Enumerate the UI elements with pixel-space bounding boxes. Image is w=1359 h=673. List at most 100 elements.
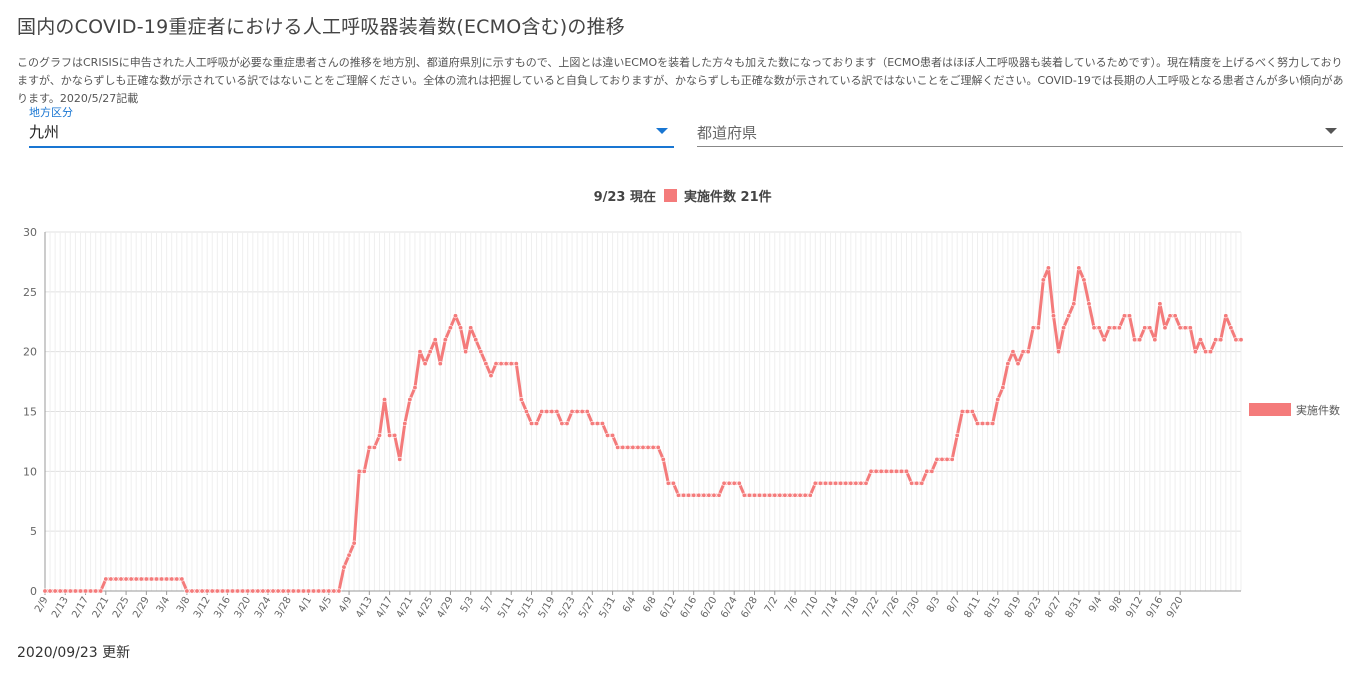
data-point[interactable] xyxy=(1197,337,1203,343)
data-point[interactable] xyxy=(199,588,205,594)
data-point[interactable] xyxy=(990,420,996,426)
data-point[interactable] xyxy=(1086,301,1092,307)
data-point[interactable] xyxy=(767,492,773,498)
data-point[interactable] xyxy=(782,492,788,498)
data-point[interactable] xyxy=(1177,325,1183,331)
data-point[interactable] xyxy=(635,444,641,450)
data-point[interactable] xyxy=(143,576,149,582)
data-point[interactable] xyxy=(1192,349,1198,355)
data-point[interactable] xyxy=(427,349,433,355)
data-point[interactable] xyxy=(868,468,874,474)
data-point[interactable] xyxy=(1187,325,1193,331)
chart-legend[interactable]: 実施件数 xyxy=(1249,403,1340,417)
data-point[interactable] xyxy=(219,588,225,594)
data-point[interactable] xyxy=(980,420,986,426)
data-point[interactable] xyxy=(214,588,220,594)
data-point[interactable] xyxy=(204,588,210,594)
data-point[interactable] xyxy=(584,409,590,415)
data-point[interactable] xyxy=(716,492,722,498)
data-point[interactable] xyxy=(42,588,48,594)
data-point[interactable] xyxy=(691,492,697,498)
data-point[interactable] xyxy=(402,420,408,426)
data-point[interactable] xyxy=(995,397,1001,403)
data-point[interactable] xyxy=(610,432,616,438)
data-point[interactable] xyxy=(77,588,83,594)
data-point[interactable] xyxy=(1132,337,1138,343)
data-point[interactable] xyxy=(316,588,322,594)
data-point[interactable] xyxy=(1076,265,1082,271)
data-point[interactable] xyxy=(675,492,681,498)
data-point[interactable] xyxy=(189,588,195,594)
data-point[interactable] xyxy=(356,468,362,474)
data-point[interactable] xyxy=(331,588,337,594)
data-point[interactable] xyxy=(772,492,778,498)
data-point[interactable] xyxy=(245,588,251,594)
data-point[interactable] xyxy=(1172,313,1178,319)
data-point[interactable] xyxy=(817,480,823,486)
data-point[interactable] xyxy=(615,444,621,450)
data-point[interactable] xyxy=(488,373,494,379)
data-point[interactable] xyxy=(792,492,798,498)
data-point[interactable] xyxy=(833,480,839,486)
data-point[interactable] xyxy=(513,361,519,367)
data-point[interactable] xyxy=(686,492,692,498)
data-point[interactable] xyxy=(843,480,849,486)
data-point[interactable] xyxy=(645,444,651,450)
data-point[interactable] xyxy=(1005,361,1011,367)
data-point[interactable] xyxy=(605,432,611,438)
data-point[interactable] xyxy=(270,588,276,594)
data-point[interactable] xyxy=(88,588,94,594)
data-point[interactable] xyxy=(544,409,550,415)
data-point[interactable] xyxy=(1020,349,1026,355)
data-point[interactable] xyxy=(873,468,879,474)
data-point[interactable] xyxy=(574,409,580,415)
data-point[interactable] xyxy=(1213,337,1219,343)
data-point[interactable] xyxy=(559,420,565,426)
data-point[interactable] xyxy=(508,361,514,367)
data-point[interactable] xyxy=(306,588,312,594)
data-point[interactable] xyxy=(47,588,53,594)
data-point[interactable] xyxy=(919,480,925,486)
data-point[interactable] xyxy=(1066,313,1072,319)
data-point[interactable] xyxy=(1228,325,1234,331)
data-point[interactable] xyxy=(924,468,930,474)
data-point[interactable] xyxy=(1127,313,1133,319)
data-point[interactable] xyxy=(564,420,570,426)
data-point[interactable] xyxy=(458,325,464,331)
data-point[interactable] xyxy=(1030,325,1036,331)
data-point[interactable] xyxy=(1147,325,1153,331)
data-point[interactable] xyxy=(452,313,458,319)
data-point[interactable] xyxy=(812,480,818,486)
data-point[interactable] xyxy=(1015,361,1021,367)
data-point[interactable] xyxy=(387,432,393,438)
data-point[interactable] xyxy=(1025,349,1031,355)
data-point[interactable] xyxy=(1010,349,1016,355)
data-point[interactable] xyxy=(498,361,504,367)
data-point[interactable] xyxy=(620,444,626,450)
data-point[interactable] xyxy=(757,492,763,498)
data-point[interactable] xyxy=(762,492,768,498)
data-point[interactable] xyxy=(255,588,261,594)
data-point[interactable] xyxy=(133,576,139,582)
data-point[interactable] xyxy=(630,444,636,450)
data-point[interactable] xyxy=(473,337,479,343)
data-point[interactable] xyxy=(1208,349,1214,355)
data-point[interactable] xyxy=(235,588,241,594)
data-point[interactable] xyxy=(67,588,73,594)
data-point[interactable] xyxy=(346,552,352,558)
data-point[interactable] xyxy=(52,588,58,594)
data-point[interactable] xyxy=(1045,265,1051,271)
data-point[interactable] xyxy=(138,576,144,582)
data-point[interactable] xyxy=(853,480,859,486)
data-point[interactable] xyxy=(478,349,484,355)
data-point[interactable] xyxy=(128,576,134,582)
data-point[interactable] xyxy=(929,468,935,474)
data-point[interactable] xyxy=(1162,325,1168,331)
data-point[interactable] xyxy=(1056,349,1062,355)
data-point[interactable] xyxy=(746,492,752,498)
data-point[interactable] xyxy=(985,420,991,426)
data-point[interactable] xyxy=(1167,313,1173,319)
data-point[interactable] xyxy=(432,337,438,343)
data-point[interactable] xyxy=(93,588,99,594)
data-point[interactable] xyxy=(1106,325,1112,331)
